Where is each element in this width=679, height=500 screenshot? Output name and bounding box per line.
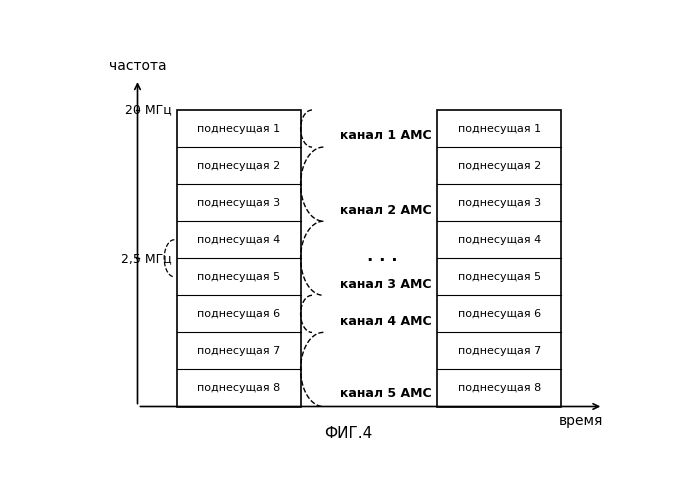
Text: поднесущая 6: поднесущая 6	[197, 309, 280, 319]
Text: частота: частота	[109, 60, 166, 74]
Text: поднесущая 3: поднесущая 3	[197, 198, 280, 207]
Text: поднесущая 4: поднесущая 4	[197, 234, 280, 244]
Text: ФИГ.4: ФИГ.4	[324, 426, 372, 441]
Text: поднесущая 5: поднесущая 5	[197, 272, 280, 282]
Text: канал 1 АМС: канал 1 АМС	[340, 130, 432, 142]
Text: канал 3 АМС: канал 3 АМС	[340, 278, 432, 290]
Text: поднесущая 3: поднесущая 3	[458, 198, 541, 207]
Text: поднесущая 8: поднесущая 8	[458, 383, 541, 393]
Text: поднесущая 5: поднесущая 5	[458, 272, 541, 282]
Text: поднесущая 6: поднесущая 6	[458, 309, 541, 319]
Text: поднесущая 2: поднесущая 2	[458, 160, 541, 170]
Text: поднесущая 8: поднесущая 8	[197, 383, 280, 393]
Text: канал 5 АМС: канал 5 АМС	[340, 386, 432, 400]
Text: время: время	[559, 414, 603, 428]
Text: канал 2 АМС: канал 2 АМС	[340, 204, 432, 216]
Text: поднесущая 1: поднесущая 1	[197, 124, 280, 134]
Text: поднесущая 2: поднесущая 2	[197, 160, 280, 170]
Text: поднесущая 7: поднесущая 7	[458, 346, 541, 356]
Text: 2,5 МГц: 2,5 МГц	[121, 252, 172, 265]
Text: канал 4 АМС: канал 4 АМС	[340, 315, 432, 328]
Text: поднесущая 1: поднесущая 1	[458, 124, 541, 134]
Text: . . .: . . .	[367, 248, 397, 266]
Text: поднесущая 7: поднесущая 7	[197, 346, 280, 356]
Text: поднесущая 4: поднесущая 4	[458, 234, 541, 244]
Text: 20 МГц: 20 МГц	[125, 104, 172, 117]
